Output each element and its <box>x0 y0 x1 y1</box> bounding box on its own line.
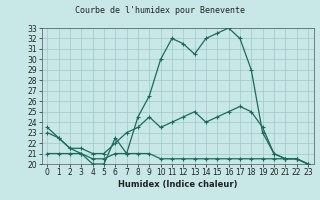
X-axis label: Humidex (Indice chaleur): Humidex (Indice chaleur) <box>118 180 237 189</box>
Text: Courbe de l'humidex pour Benevente: Courbe de l'humidex pour Benevente <box>75 6 245 15</box>
